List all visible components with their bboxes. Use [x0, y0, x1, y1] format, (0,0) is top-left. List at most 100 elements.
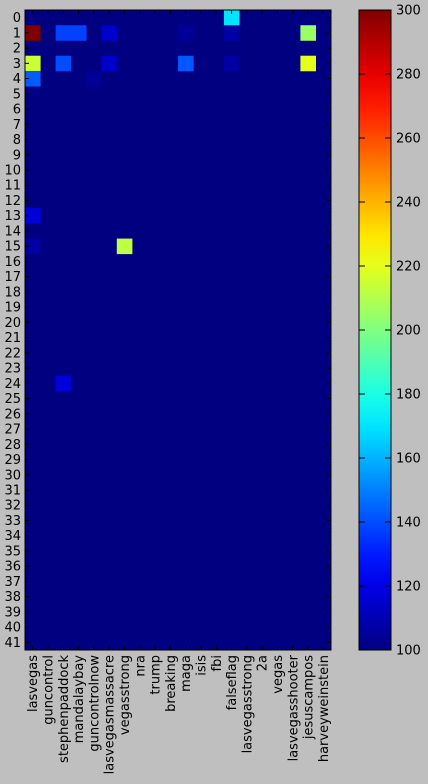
heatmap-cell: [223, 10, 240, 26]
colorbar-tick-label: 160: [396, 452, 421, 467]
y-tick-label: 27: [4, 423, 21, 438]
heatmap-cell: [25, 25, 41, 41]
y-tick-label: 32: [4, 499, 21, 514]
x-tick-label: 2a: [256, 655, 271, 671]
heatmap-cell: [223, 25, 240, 41]
x-tick-label: nra: [133, 655, 148, 677]
y-tick-label: 33: [4, 514, 21, 529]
y-tick-label: 7: [13, 118, 21, 133]
colorbar-tick-label: 120: [396, 580, 421, 595]
y-tick-label: 8: [13, 133, 21, 148]
x-tick-label: guncontrolnow: [87, 655, 102, 752]
colorbar-tick-label: 200: [396, 324, 421, 339]
x-tick-label: isis: [194, 655, 209, 676]
x-tick-label: maga: [179, 655, 194, 692]
x-tick-label: harveyweinstein: [317, 655, 332, 762]
colorbar-tick-label: 260: [396, 132, 421, 147]
y-tick-label: 0: [13, 11, 21, 26]
y-tick-label: 5: [13, 87, 21, 102]
y-tick-label: 39: [4, 605, 21, 620]
heatmap-cell: [300, 55, 316, 72]
heatmap-cell: [86, 70, 102, 87]
y-tick-label: 41: [4, 636, 21, 651]
colorbar: 100 120 140 160 180 200 220 240 260 280 300: [358, 4, 421, 659]
x-axis-ticks: lasvegas guncontrol stephenpaddock mandalay…: [26, 10, 332, 774]
y-tick-label: 23: [4, 362, 21, 377]
colorbar-tick-label: 300: [396, 4, 421, 19]
y-tick-label: 37: [4, 575, 21, 590]
y-tick-label: 29: [4, 453, 21, 468]
y-tick-label: 10: [4, 164, 21, 179]
y-tick-label: 30: [4, 468, 21, 483]
y-tick-label: 13: [4, 209, 21, 224]
y-tick-label: 19: [4, 301, 21, 316]
colorbar-tick-label: 220: [396, 260, 421, 275]
y-tick-label: 25: [4, 392, 21, 407]
x-tick-label: falseflag: [225, 655, 240, 710]
heatmap-cell: [55, 25, 72, 41]
x-tick-label: guncontrol: [41, 655, 56, 725]
x-tick-label: vegas: [271, 655, 286, 694]
x-tick-label: trump: [149, 655, 164, 695]
heatmap-cell: [55, 55, 72, 72]
y-tick-label: 26: [4, 407, 21, 422]
colorbar-tick-label: 140: [396, 516, 421, 531]
heatmap-cell: [70, 25, 87, 41]
y-tick-label: 24: [4, 377, 21, 392]
y-tick-label: 31: [4, 484, 21, 499]
heatmap-background: [25, 10, 331, 650]
heatmap-cell: [55, 375, 72, 392]
x-tick-label: lasvegasshooter: [286, 654, 301, 761]
heatmap-cell: [101, 55, 118, 72]
x-tick-label: lasvegasstrong: [240, 655, 255, 753]
colorbar-tick-label: 100: [396, 644, 421, 659]
y-tick-label: 21: [4, 331, 21, 346]
y-tick-label: 11: [4, 179, 21, 194]
colorbar-tick-label: 280: [396, 68, 421, 83]
x-tick-label: vegasstrong: [118, 655, 133, 735]
heatmap-cell: [25, 238, 41, 255]
y-tick-label: 9: [13, 148, 21, 163]
x-tick-label: breaking: [164, 655, 179, 712]
y-tick-label: 38: [4, 590, 21, 605]
heatmap-cell: [300, 25, 316, 41]
heatmap-plot-area: [24, 9, 332, 651]
x-tick-label: mandalaybay: [72, 655, 87, 744]
y-tick-label: 36: [4, 560, 21, 575]
heatmap-cell: [178, 55, 194, 72]
y-tick-label: 16: [4, 255, 21, 270]
y-tick-label: 28: [4, 438, 21, 453]
plot-frame: [24, 9, 332, 651]
x-tick-label: lasvegas: [26, 655, 41, 712]
y-tick-label: 2: [13, 42, 21, 57]
heatmap-cell: [178, 25, 194, 41]
heatmap-cell: [25, 208, 41, 224]
heatmap-cell: [116, 238, 133, 255]
x-tick-label: fbi: [210, 655, 225, 671]
y-tick-label: 35: [4, 544, 21, 559]
y-tick-label: 1: [13, 26, 21, 41]
y-tick-label: 6: [13, 103, 21, 118]
x-tick-label: stephenpaddock: [57, 655, 72, 763]
y-tick-label: 20: [4, 316, 21, 331]
y-tick-label: 4: [13, 72, 21, 87]
x-tick-label: lasvegasmassacre: [103, 655, 118, 774]
colorbar-tick-label: 180: [396, 388, 421, 403]
y-tick-label: 15: [4, 240, 21, 255]
y-tick-label: 3: [13, 57, 21, 72]
heatmap-cell: [101, 25, 118, 41]
heatmap-cell: [25, 70, 41, 87]
y-tick-label: 17: [4, 270, 21, 285]
y-tick-label: 34: [4, 529, 21, 544]
y-tick-label: 22: [4, 346, 21, 361]
y-axis-ticks: 0123456789101112131415161718192021222324…: [4, 11, 331, 651]
x-tick-label: jesuscampos: [302, 655, 317, 740]
y-tick-label: 12: [4, 194, 21, 209]
y-tick-label: 40: [4, 621, 21, 636]
heatmap-cell: [223, 55, 240, 72]
y-tick-label: 14: [4, 224, 21, 239]
y-tick-label: 18: [4, 285, 21, 300]
colorbar-tick-label: 240: [396, 196, 421, 211]
heatmap-cell: [25, 55, 41, 72]
